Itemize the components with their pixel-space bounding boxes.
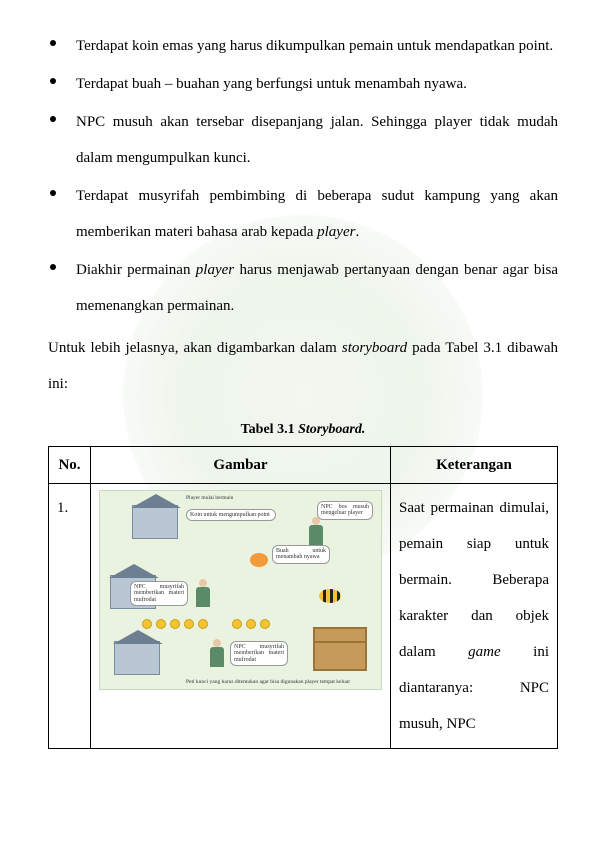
header-keterangan: Keterangan <box>391 446 558 483</box>
bullet-item: Diakhir permainan player harus menjawab … <box>48 252 558 324</box>
ket-italic: game <box>468 644 501 660</box>
bullet-dot-icon <box>50 190 56 196</box>
bullet-text: Diakhir permainan <box>76 262 196 278</box>
bullet-italic: player <box>196 262 234 278</box>
speech-bubble: NPC bos musuh mengeluar player <box>317 501 373 520</box>
coin-icon <box>142 619 152 629</box>
bullet-dot-icon <box>50 78 56 84</box>
coin-icon <box>184 619 194 629</box>
speech-bubble: Buah untuk menambah nyawa <box>272 545 330 564</box>
bullet-item: Terdapat buah – buahan yang berfungsi un… <box>48 66 558 102</box>
house-icon <box>114 641 160 675</box>
caption-title: Storyboard. <box>298 422 365 437</box>
header-gambar: Gambar <box>91 446 391 483</box>
illustration-label: Peti kunci yang harus ditemukan agar bis… <box>186 679 371 685</box>
header-no: No. <box>49 446 91 483</box>
bullet-list: Terdapat koin emas yang harus dikumpulka… <box>48 28 558 324</box>
coin-icon <box>156 619 166 629</box>
npc-icon <box>210 647 224 667</box>
bullet-text: Terdapat koin emas yang harus dikumpulka… <box>76 38 553 54</box>
bullet-text: Terdapat buah – buahan yang berfungsi un… <box>76 76 467 92</box>
speech-bubble: NPC musyrifah memberikan materi mufrodat <box>130 581 188 607</box>
npc-icon <box>196 587 210 607</box>
chest-icon <box>313 627 367 671</box>
bullet-item: Terdapat koin emas yang harus dikumpulka… <box>48 28 558 64</box>
table-caption: Tabel 3.1 Storyboard. <box>48 420 558 440</box>
house-icon <box>132 505 178 539</box>
intro-paragraph: Untuk lebih jelasnya, akan digambarkan d… <box>48 330 558 402</box>
npc-icon <box>309 525 323 545</box>
coin-icon <box>170 619 180 629</box>
coin-icon <box>246 619 256 629</box>
fruit-icon <box>250 553 268 567</box>
ket-p1: Saat permainan dimulai, pemain siap untu… <box>399 500 549 660</box>
bullet-dot-icon <box>50 264 56 270</box>
bullet-item: Terdapat musyrifah pembimbing di beberap… <box>48 178 558 250</box>
caption-label: Tabel 3.1 <box>241 422 298 437</box>
table-header-row: No. Gambar Keterangan <box>49 446 558 483</box>
bullet-text: NPC musuh akan tersebar disepanjang jala… <box>76 114 558 166</box>
coin-icon <box>260 619 270 629</box>
bullet-dot-icon <box>50 116 56 122</box>
para-italic: storyboard <box>342 340 407 356</box>
bullet-italic: player <box>317 224 355 240</box>
bee-icon <box>319 589 341 603</box>
para-pre: Untuk lebih jelasnya, akan digambarkan d… <box>48 340 342 356</box>
coin-icon <box>198 619 208 629</box>
coin-icon <box>232 619 242 629</box>
cell-no: 1. <box>49 483 91 748</box>
cell-gambar: Player mulai bermain Koin untuk mengumpu… <box>91 483 391 748</box>
storyboard-table: No. Gambar Keterangan 1. Player mulai be… <box>48 446 558 749</box>
page-content: Terdapat koin emas yang harus dikumpulka… <box>0 0 606 769</box>
cell-keterangan: Saat permainan dimulai, pemain siap untu… <box>391 483 558 748</box>
bullet-dot-icon <box>50 40 56 46</box>
speech-bubble: Koin untuk mengumpulkan point <box>186 509 276 522</box>
bullet-item: NPC musuh akan tersebar disepanjang jala… <box>48 104 558 176</box>
speech-bubble: NPC musyrifah memberikan materi mufrodat <box>230 641 288 667</box>
bullet-tail: . <box>355 224 359 240</box>
storyboard-illustration: Player mulai bermain Koin untuk mengumpu… <box>99 490 382 690</box>
table-row: 1. Player mulai bermain Koin untuk mengu… <box>49 483 558 748</box>
keterangan-text: Saat permainan dimulai, pemain siap untu… <box>399 490 549 742</box>
illustration-label: Player mulai bermain <box>186 495 233 501</box>
